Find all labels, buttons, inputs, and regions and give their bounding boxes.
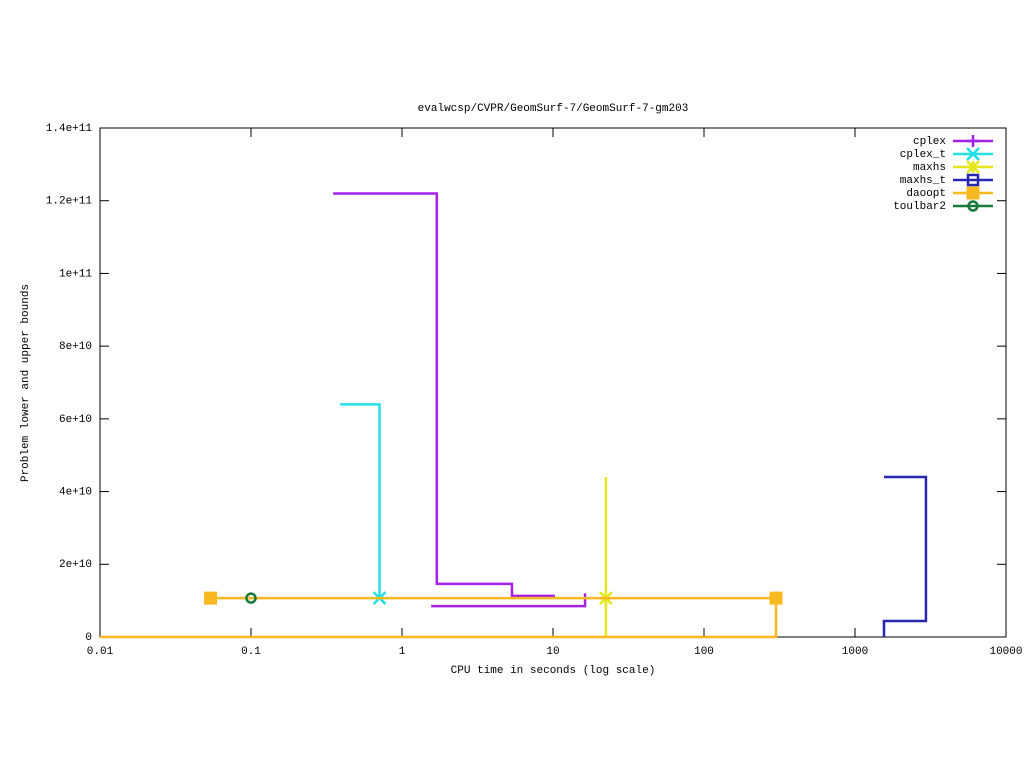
y-axis-label: Problem lower and upper bounds xyxy=(20,284,32,482)
legend-label: toulbar2 xyxy=(893,201,946,213)
y-tick-label: 0 xyxy=(85,632,92,644)
marker xyxy=(204,591,218,605)
x-tick-label: 0.1 xyxy=(241,646,261,658)
y-tick-label: 2e+10 xyxy=(59,559,92,571)
x-tick-label: 10 xyxy=(546,646,559,658)
y-tick-label: 1.2e+11 xyxy=(46,196,93,208)
x-tick-label: 0.01 xyxy=(87,646,114,658)
legend-label: maxhs xyxy=(913,162,946,174)
legend-marker xyxy=(966,173,980,187)
x-axis-label: CPU time in seconds (log scale) xyxy=(451,665,656,677)
series-line xyxy=(340,403,381,599)
series-line xyxy=(882,475,928,637)
legend-marker xyxy=(966,160,980,174)
y-tick-label: 4e+10 xyxy=(59,486,92,498)
y-tick-label: 1.4e+11 xyxy=(46,123,93,135)
y-tick-label: 6e+10 xyxy=(59,414,92,426)
marker xyxy=(769,591,783,605)
legend-label: maxhs_t xyxy=(900,175,946,187)
legend-marker xyxy=(966,147,980,161)
legend-marker xyxy=(967,135,979,147)
legend-label: cplex xyxy=(913,136,946,148)
chart-title: evalwcsp/CVPR/GeomSurf-7/GeomSurf-7-gm20… xyxy=(418,103,689,115)
y-tick-label: 1e+11 xyxy=(59,268,92,280)
x-tick-label: 1 xyxy=(399,646,406,658)
marker xyxy=(245,592,257,604)
y-tick-label: 8e+10 xyxy=(59,341,92,353)
legend-label: cplex_t xyxy=(900,149,946,161)
legend-label: daoopt xyxy=(906,188,946,200)
legend-marker xyxy=(966,186,980,200)
x-tick-label: 100 xyxy=(694,646,714,658)
x-tick-label: 10000 xyxy=(989,646,1022,658)
x-tick-label: 1000 xyxy=(842,646,868,658)
legend-marker xyxy=(967,200,979,212)
series-line xyxy=(100,596,778,639)
